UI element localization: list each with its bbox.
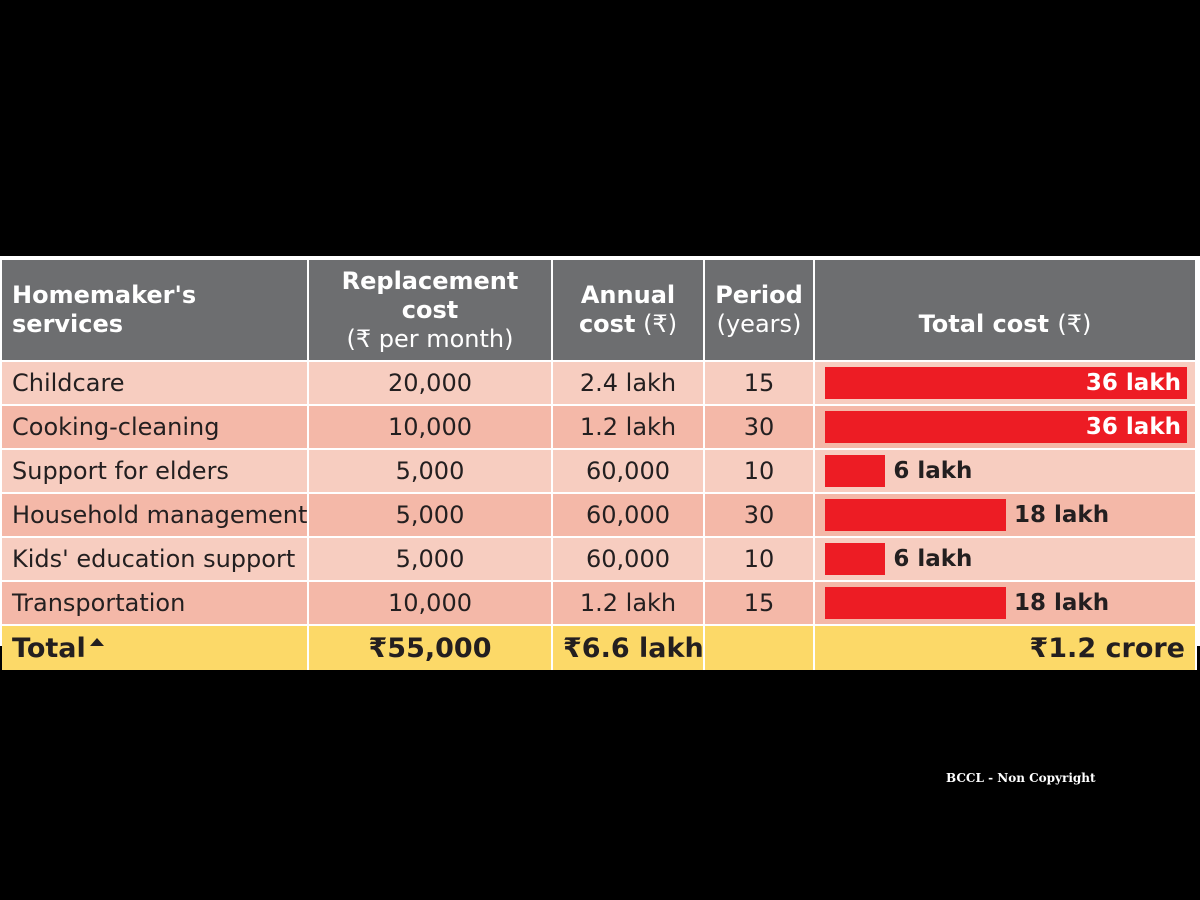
total-cost-bar: [825, 587, 1006, 619]
table-header-row: Homemaker's services Replacement cost (₹…: [2, 260, 1197, 361]
header-annual-sub-unit: (₹): [643, 310, 678, 338]
header-total-cost: Total cost (₹): [814, 260, 1197, 361]
table-row: Transportation 10,000 1.2 lakh 15 18 lakh: [2, 580, 1197, 625]
total-cost-bar-label: 36 lakh: [1085, 370, 1181, 396]
service-cell: Support for elders: [2, 448, 309, 493]
total-period: [704, 624, 815, 670]
monthly-cost-cell: 5,000: [308, 448, 553, 493]
total-row: Total ₹55,000 ₹6.6 lakh ₹1.2 crore: [2, 624, 1197, 670]
annual-cost-cell: 1.2 lakh: [552, 580, 705, 625]
homemaker-cost-table: Homemaker's services Replacement cost (₹…: [2, 260, 1197, 670]
header-period-sub: (years): [716, 310, 802, 338]
period-cell: 15: [704, 360, 815, 405]
total-cost-bar-cell: 18 lakh: [814, 580, 1197, 625]
total-cost-bar-cell: 6 lakh: [814, 448, 1197, 493]
total-cost-bar: [825, 499, 1006, 531]
annual-cost-cell: 60,000: [552, 536, 705, 581]
period-cell: 30: [704, 492, 815, 537]
annual-cost-cell: 2.4 lakh: [552, 360, 705, 405]
annual-cost-cell: 1.2 lakh: [552, 404, 705, 449]
total-cost-bar-label: 36 lakh: [1085, 414, 1181, 440]
service-cell: Kids' education support: [2, 536, 309, 581]
total-cost-bar-cell: 36 lakh: [814, 404, 1197, 449]
total-cost-bar-cell: 6 lakh: [814, 536, 1197, 581]
annual-cost-cell: 60,000: [552, 492, 705, 537]
total-cost-bar-label: 18 lakh: [1014, 502, 1110, 528]
service-cell: Childcare: [2, 360, 309, 405]
watermark: BCCL - Non Copyright: [946, 771, 1096, 785]
monthly-cost-cell: 10,000: [308, 580, 553, 625]
cost-table-panel: Homemaker's services Replacement cost (₹…: [0, 256, 1200, 670]
pointer-triangle-icon: [90, 638, 104, 646]
header-annual-sub-word: cost: [578, 310, 636, 338]
header-period: Period (years): [704, 260, 815, 361]
total-cost-bar: [825, 543, 886, 575]
service-cell: Transportation: [2, 580, 309, 625]
total-annual: ₹6.6 lakh: [552, 624, 705, 670]
total-cost-bar-label: 6 lakh: [893, 546, 973, 572]
header-replacement-cost: Replacement cost (₹ per month): [308, 260, 553, 361]
total-monthly: ₹55,000: [308, 624, 553, 670]
total-cost: ₹1.2 crore: [814, 624, 1197, 670]
total-cost-bar: [825, 367, 1187, 399]
total-cost-bar-cell: 36 lakh: [814, 360, 1197, 405]
period-cell: 10: [704, 536, 815, 581]
header-service: Homemaker's services: [2, 260, 309, 361]
monthly-cost-cell: 5,000: [308, 536, 553, 581]
header-replacement-sub: (₹ per month): [346, 324, 514, 353]
total-label: Total: [2, 624, 309, 670]
table-row: Kids' education support 5,000 60,000 10 6 la…: [2, 536, 1197, 581]
total-cost-bar: [825, 411, 1187, 443]
total-cost-bar-label: 6 lakh: [893, 458, 973, 484]
header-replacement-title: Replacement cost: [341, 266, 519, 324]
period-cell: 30: [704, 404, 815, 449]
monthly-cost-cell: 10,000: [308, 404, 553, 449]
period-cell: 10: [704, 448, 815, 493]
header-annual-title: Annual: [580, 281, 676, 309]
header-total-sub: (₹): [1057, 309, 1092, 338]
header-service-label: Homemaker's services: [12, 281, 197, 338]
table-row: Cooking-cleaning 10,000 1.2 lakh 30 36 lakh: [2, 404, 1197, 449]
total-cost-bar-cell: 18 lakh: [814, 492, 1197, 537]
service-cell: Household management: [2, 492, 309, 537]
monthly-cost-cell: 20,000: [308, 360, 553, 405]
header-annual-cost: Annual cost (₹): [552, 260, 705, 361]
annual-cost-cell: 60,000: [552, 448, 705, 493]
total-cost-bar-label: 18 lakh: [1014, 590, 1110, 616]
table-row: Household management 5,000 60,000 30 18 lakh: [2, 492, 1197, 537]
service-cell: Cooking-cleaning: [2, 404, 309, 449]
period-cell: 15: [704, 580, 815, 625]
table-row: Childcare 20,000 2.4 lakh 15 36 lakh: [2, 360, 1197, 405]
table-row: Support for elders 5,000 60,000 10 6 lakh: [2, 448, 1197, 493]
total-cost-bar: [825, 455, 886, 487]
header-total-title: Total cost: [918, 309, 1050, 338]
header-period-title: Period: [715, 281, 803, 309]
monthly-cost-cell: 5,000: [308, 492, 553, 537]
